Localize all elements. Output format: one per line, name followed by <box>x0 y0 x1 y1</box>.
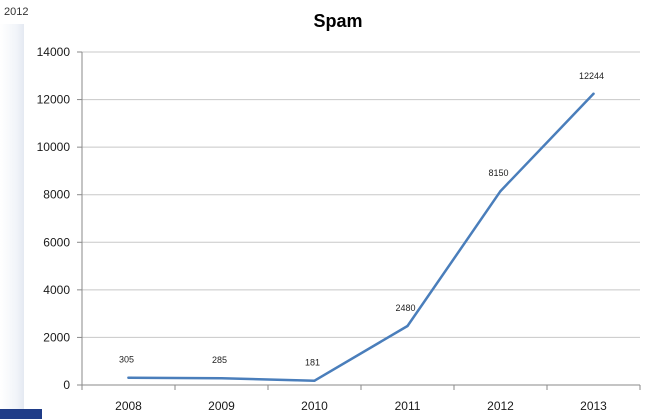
slide-left-edge <box>0 24 24 412</box>
data-label-2012: 8150 <box>488 168 508 178</box>
data-label-2009: 285 <box>212 355 227 365</box>
y-tick-label-8000: 8000 <box>43 188 70 202</box>
chart-title: Spam <box>313 11 362 31</box>
data-label-2013: 12244 <box>579 71 604 81</box>
y-axis-tick-labels: 0 2000 4000 6000 8000 10000 12000 14000 <box>37 45 71 392</box>
y-tick-label-6000: 6000 <box>43 235 70 249</box>
y-tick-label-10000: 10000 <box>37 140 71 154</box>
y-tick-label-14000: 14000 <box>37 45 71 59</box>
corner-year-label: 2012 <box>4 6 29 18</box>
data-labels: 305 285 181 2480 8150 12244 <box>119 71 604 368</box>
x-tick-label-2008: 2008 <box>115 399 142 413</box>
y-tick-label-0: 0 <box>63 378 70 392</box>
data-point-2013 <box>592 92 595 95</box>
data-point-2010 <box>313 379 316 382</box>
data-label-2011: 2480 <box>395 303 415 313</box>
x-tick-label-2010: 2010 <box>301 399 328 413</box>
x-tick-label-2013: 2013 <box>580 399 607 413</box>
slide-bottom-accent-bar <box>0 409 42 419</box>
x-tick-label-2012: 2012 <box>487 399 514 413</box>
data-point-2009 <box>220 377 223 380</box>
x-tick-label-2009: 2009 <box>208 399 235 413</box>
data-point-2012 <box>499 189 502 193</box>
x-tick-label-2011: 2011 <box>395 399 421 413</box>
chart-series <box>127 92 595 382</box>
x-axis-tick-labels: 2008 2009 2010 2011 2012 2013 <box>115 399 607 413</box>
data-point-2011 <box>406 324 409 328</box>
data-label-2010: 181 <box>305 358 320 368</box>
y-tick-label-12000: 12000 <box>37 93 71 107</box>
data-label-2008: 305 <box>119 355 134 365</box>
y-tick-label-2000: 2000 <box>43 330 70 344</box>
chart-axes <box>77 51 641 390</box>
y-tick-label-4000: 4000 <box>43 283 70 297</box>
chart-gridlines <box>82 51 640 338</box>
series-line <box>127 92 595 382</box>
data-point-2008 <box>127 376 130 379</box>
